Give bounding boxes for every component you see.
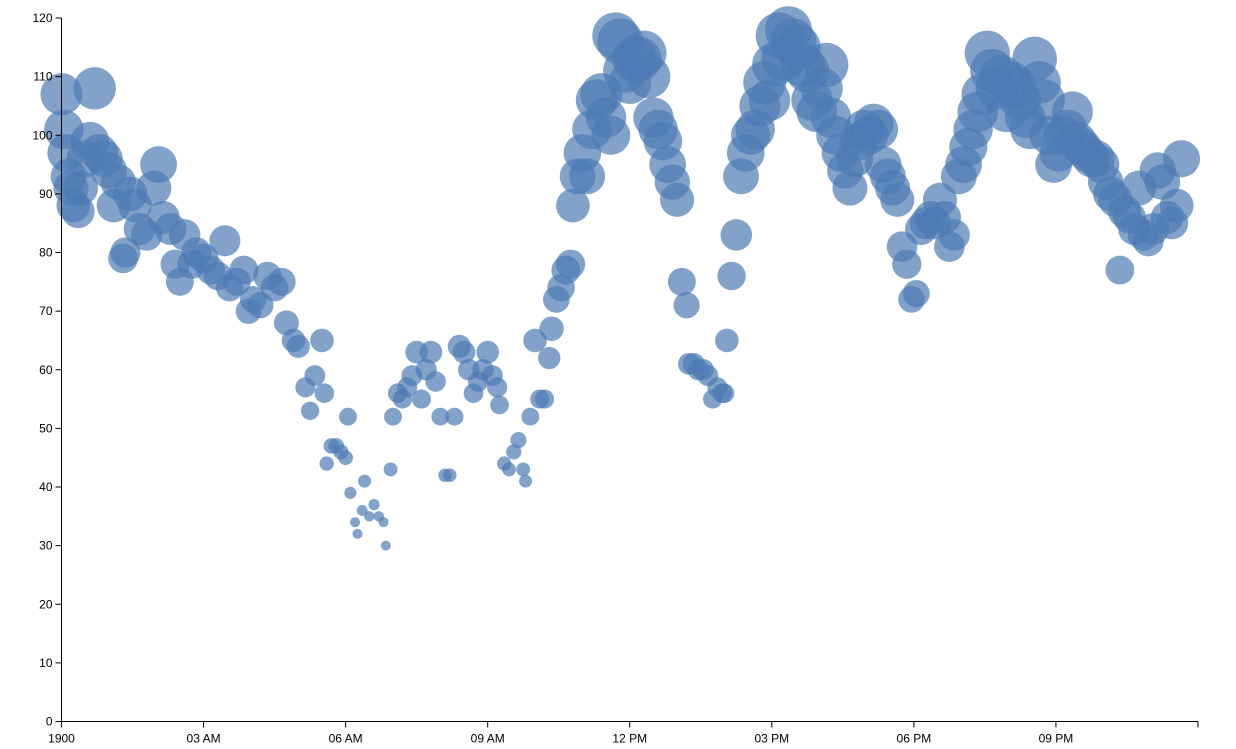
data-point [667, 267, 696, 296]
data-point [1159, 188, 1194, 223]
data-point [490, 395, 509, 415]
x-tick-label: 1900 [48, 732, 75, 746]
data-point [832, 170, 868, 206]
data-point [209, 225, 241, 257]
data-point [383, 462, 398, 477]
data-point [660, 182, 695, 217]
data-point [411, 389, 431, 409]
y-tick-label: 50 [39, 421, 53, 435]
data-point [267, 267, 296, 296]
y-tick-label: 20 [39, 597, 53, 611]
data-point [714, 383, 735, 404]
y-tick-label: 90 [39, 187, 53, 201]
data-point [804, 42, 849, 88]
data-point [352, 528, 363, 539]
y-tick-label: 70 [39, 304, 53, 318]
data-point [902, 279, 930, 308]
data-point [286, 334, 310, 358]
data-point [476, 340, 500, 364]
data-point [110, 237, 141, 268]
data-point [344, 486, 357, 499]
data-point [858, 109, 899, 150]
data-point [534, 389, 555, 409]
y-tick-label: 0 [46, 715, 53, 729]
y-axis: 0 10 20 30 40 50 60 70 80 90 100 110 120 [32, 11, 62, 729]
data-point [502, 462, 516, 477]
data-point [310, 328, 334, 353]
y-tick-label: 40 [39, 480, 53, 494]
data-point [300, 401, 320, 420]
data-point [521, 407, 540, 426]
data-point [384, 407, 402, 426]
data-points [40, 6, 1201, 551]
x-tick-label: 06 PM [897, 732, 932, 746]
y-tick-label: 10 [39, 656, 53, 670]
data-point [538, 346, 561, 370]
data-point [229, 255, 259, 285]
data-point [419, 340, 443, 364]
x-tick-label: 12 PM [612, 732, 647, 746]
x-tick-label: 09 AM [471, 732, 505, 746]
data-point [717, 261, 746, 291]
data-point [487, 377, 508, 398]
y-tick-label: 60 [39, 363, 53, 377]
data-point [556, 188, 590, 223]
data-point [880, 182, 915, 217]
data-point [938, 219, 970, 251]
data-point [140, 146, 177, 183]
data-point [1105, 255, 1135, 285]
data-point [555, 249, 586, 279]
data-point [425, 371, 446, 392]
data-point [319, 456, 334, 471]
data-point [380, 540, 391, 551]
data-point [569, 158, 606, 195]
x-tick-label: 06 AM [329, 732, 363, 746]
data-point [339, 407, 357, 426]
y-tick-label: 30 [39, 539, 53, 553]
data-point [358, 474, 372, 488]
x-tick-label: 03 PM [754, 732, 789, 746]
data-point [431, 407, 450, 426]
data-point [519, 474, 533, 488]
y-tick-label: 100 [32, 128, 52, 142]
data-point [378, 517, 389, 528]
data-point [62, 170, 98, 206]
data-point [892, 249, 922, 279]
x-tick-label: 09 PM [1039, 732, 1074, 746]
data-point [368, 498, 380, 511]
data-point [516, 462, 531, 477]
data-point [720, 219, 753, 251]
data-point [452, 340, 476, 364]
data-point [1052, 91, 1093, 133]
data-point [356, 505, 368, 516]
y-tick-label: 120 [32, 11, 52, 25]
data-point [591, 115, 631, 155]
data-point [443, 468, 457, 483]
data-point [350, 517, 361, 528]
data-point [314, 383, 335, 404]
data-point [1162, 140, 1201, 178]
data-point [626, 54, 671, 99]
data-point [510, 432, 527, 449]
data-point [673, 292, 700, 319]
data-point [539, 316, 564, 341]
data-point [338, 450, 354, 466]
y-tick-label: 80 [39, 246, 53, 260]
data-point [748, 79, 791, 121]
x-tick-label: 03 AM [187, 732, 221, 746]
y-tick-label: 110 [33, 70, 52, 84]
data-point [445, 407, 464, 426]
data-point [715, 328, 739, 353]
data-point [364, 511, 375, 522]
data-point [73, 67, 116, 110]
data-point [304, 365, 326, 387]
x-axis: 1900 03 AM 06 AM 09 AM 12 PM 03 PM 06 PM 09 PM [48, 721, 1199, 746]
